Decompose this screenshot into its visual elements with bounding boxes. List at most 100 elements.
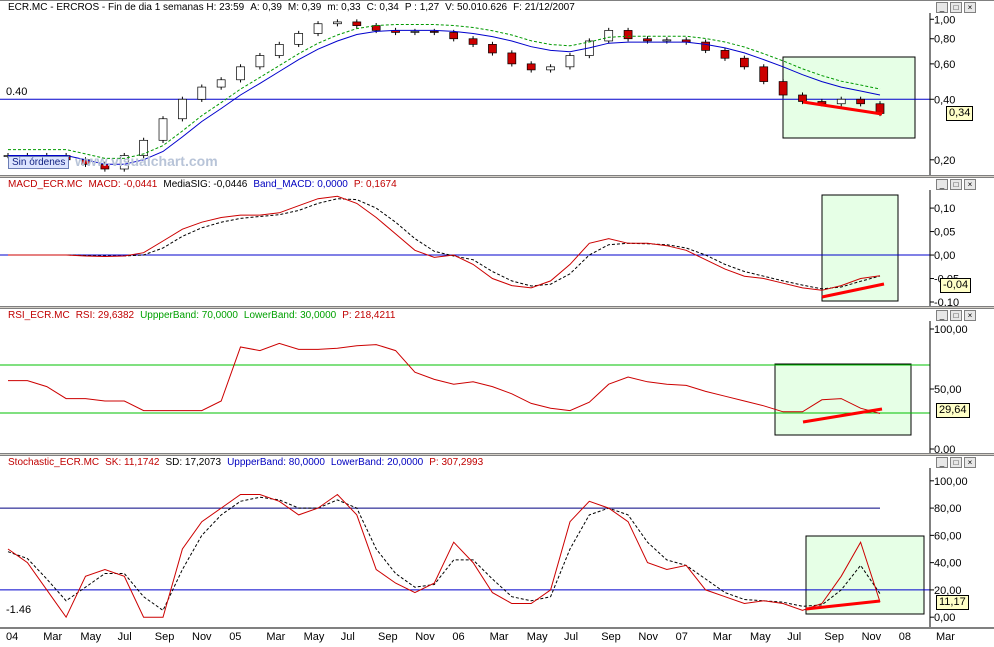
x-tick-label: 08 (898, 631, 912, 643)
x-tick-label: May (750, 631, 771, 643)
header-field: M: 0,39 (287, 2, 322, 13)
rsi-line (8, 342, 881, 414)
candle (119, 155, 129, 170)
candle (294, 33, 304, 45)
y-tick-label: 80,00 (934, 503, 962, 515)
x-tick-label: May (80, 631, 102, 643)
x-tick-label: Nov (192, 631, 212, 643)
y-tick-label: 1,00 (934, 14, 955, 26)
header-field: C: 0,34 (366, 2, 399, 13)
close-button[interactable]: × (964, 457, 976, 468)
x-tick-label: May (526, 631, 548, 643)
y-tick-label: 0,80 (934, 34, 955, 46)
y-tick-label: 0,60 (934, 59, 955, 71)
close-button[interactable]: × (964, 2, 976, 13)
x-tick-label: Jul (117, 631, 132, 643)
candle (720, 50, 730, 59)
close-button[interactable]: × (964, 310, 976, 321)
header-field: F: 21/12/2007 (513, 2, 575, 13)
candle (429, 31, 439, 33)
candle (333, 21, 342, 25)
highlight-box (805, 535, 925, 615)
divergence-line (821, 282, 885, 299)
price-left-label: 0.40 (6, 86, 28, 98)
price-window-buttons: _ □ × (936, 2, 976, 13)
candle (139, 139, 148, 156)
y-tick-label: 50,00 (934, 384, 962, 396)
macd-header: MACD_ECR.MC MACD: -0,0441 MediaSIG: -0,044… (8, 179, 403, 190)
highlight-box (821, 194, 899, 302)
header-field: RSI_ECR.MC (8, 310, 70, 321)
x-tick-label: Mar (489, 631, 509, 643)
header-field: SD: 17,2073 (165, 457, 222, 468)
minimize-button[interactable]: _ (936, 179, 948, 190)
candle (158, 118, 168, 141)
candle (507, 52, 517, 65)
rsi-header: RSI_ECR.MC RSI: 29,6382 UppperBand: 70,000… (8, 310, 401, 321)
x-tick-label: 04 (6, 631, 19, 643)
header-field: RSI: 29,6382 (75, 310, 135, 321)
header-field: SK: 11,1742 (105, 457, 160, 468)
watermark: www.visualchart.com (75, 153, 218, 169)
divergence-line (802, 100, 883, 116)
header-field: LowerBand: 30,0000 (243, 310, 337, 321)
stoch-left-label: -1.46 (6, 604, 32, 616)
candle (197, 86, 207, 100)
sd-line (7, 496, 881, 612)
candle (565, 55, 575, 68)
header-field: UppperBand: 80,0000 (227, 457, 325, 468)
candle (488, 44, 497, 54)
orders-button[interactable]: Sin órdenes (8, 156, 70, 169)
price-pane[interactable]: 1,00 0,80 0,60 0,40 0,20 ECR.MC - ERCROS - F… (0, 0, 994, 176)
maximize-button[interactable]: □ (950, 457, 962, 468)
candle (178, 98, 187, 120)
y-tick-label: 0,00 (934, 612, 955, 624)
close-button[interactable]: × (964, 179, 976, 190)
y-tick-label: 0,05 (934, 227, 955, 239)
x-tick-label: Sep (824, 631, 844, 643)
stoch-value-box: 11,17 (936, 595, 969, 610)
stoch-pane[interactable]: 100,00 80,00 60,00 40,00 20,00 0,00 Stochasti… (0, 455, 994, 628)
maximize-button[interactable]: □ (950, 179, 962, 190)
header-field: LowerBand: 20,0000 (330, 457, 424, 468)
price-chart: 1,00 0,80 0,60 0,40 0,20 (0, 13, 955, 175)
candle (216, 79, 226, 88)
candle (546, 66, 555, 71)
stoch-chart: 100,00 80,00 60,00 40,00 20,00 0,00 (0, 468, 968, 627)
y-tick-label: 100,00 (934, 476, 968, 488)
x-tick-label: Sep (154, 631, 175, 643)
header-field: P: 0,1674 (353, 179, 397, 190)
x-tick-label: Mar (936, 631, 955, 643)
x-tick-label: Jul (564, 631, 579, 643)
candle (313, 23, 323, 34)
maximize-button[interactable]: □ (950, 310, 962, 321)
minimize-button[interactable]: _ (936, 310, 948, 321)
candle (604, 30, 614, 42)
candle (468, 38, 478, 45)
candle (449, 32, 459, 40)
x-tick-label: Mar (43, 631, 63, 643)
x-tick-label: Jul (787, 631, 802, 643)
maximize-button[interactable]: □ (950, 2, 962, 13)
header-field: UppperBand: 70,0000 (140, 310, 238, 321)
rsi-pane[interactable]: 100,00 50,00 0,00 RSI_ECR.MC RSI: 29,6382 Up… (0, 308, 994, 454)
minimize-button[interactable]: _ (936, 457, 948, 468)
candle (410, 31, 420, 33)
header-field: MediaSIG: -0,0446 (163, 179, 248, 190)
minimize-button[interactable]: _ (936, 2, 948, 13)
divergence-line (802, 407, 883, 424)
macd-pane[interactable]: 0,100,050,00-0,05-0,10 MACD_ECR.MCMACD: … (0, 177, 994, 307)
candle (255, 55, 265, 68)
header-field: P: 218,4211 (342, 310, 396, 321)
candle (274, 44, 284, 56)
signal-line (8, 198, 881, 290)
price-header: ECR.MC - ERCROS - Fin de dia 1 semanas H… (8, 2, 581, 13)
y-tick-label: 100,00 (934, 324, 968, 336)
price-value-box: 0,34 (946, 106, 974, 121)
candle (856, 98, 865, 105)
header-field: V: 50.010.626 (445, 2, 508, 13)
y-tick-label: 40,00 (934, 558, 962, 570)
y-tick-label: 0,20 (934, 155, 955, 167)
rsi-chart: 100,00 50,00 0,00 (0, 321, 968, 453)
candle (798, 94, 807, 102)
